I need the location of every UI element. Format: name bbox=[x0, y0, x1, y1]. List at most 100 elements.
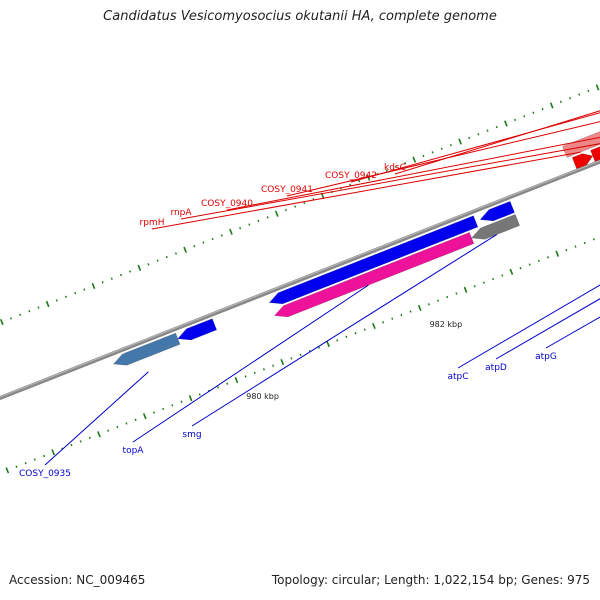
map-title: Candidatus Vesicomyosocius okutanii HA, … bbox=[103, 9, 497, 24]
inner-ring-minor-tick bbox=[299, 353, 302, 357]
outer-ring-minor-tick bbox=[486, 129, 489, 132]
callout-line bbox=[226, 136, 600, 211]
inner-ring-minor-tick bbox=[88, 436, 91, 440]
genome-summary: Topology: circular; Length: 1,022,154 bp… bbox=[271, 573, 590, 587]
outer-ring-minor-tick bbox=[440, 147, 443, 150]
outer-ring-minor-tick bbox=[559, 100, 562, 104]
backbone-line bbox=[0, 159, 600, 401]
callout-line bbox=[180, 143, 600, 220]
outer-ring-major-tick bbox=[458, 138, 462, 145]
inner-ring-minor-tick bbox=[492, 277, 495, 281]
outer-ring-minor-tick bbox=[358, 180, 361, 183]
inner-ring-major-tick bbox=[509, 268, 514, 275]
backbone-highlight bbox=[0, 160, 600, 398]
inner-ring-minor-tick bbox=[345, 335, 348, 338]
gene-arrow[interactable] bbox=[177, 318, 218, 341]
outer-ring-minor-tick bbox=[193, 245, 196, 248]
feature-label[interactable]: topA bbox=[123, 446, 145, 456]
feature-label[interactable]: atpC bbox=[447, 372, 468, 382]
inner-ring-major-tick bbox=[5, 467, 10, 474]
feature-label[interactable]: COSY_0941 bbox=[261, 185, 313, 195]
gene-arrow[interactable] bbox=[562, 129, 600, 158]
inner-ring-minor-tick bbox=[427, 303, 430, 306]
gene-arrow[interactable] bbox=[470, 214, 521, 240]
inner-ring-minor-tick bbox=[171, 404, 174, 407]
feature-track bbox=[113, 129, 600, 366]
outer-ring-major-tick bbox=[91, 282, 96, 290]
inner-ring-minor-tick bbox=[79, 440, 82, 443]
inner-ring-major-tick bbox=[188, 395, 193, 402]
feature-label[interactable]: atpD bbox=[485, 363, 507, 373]
inner-ring-minor-tick bbox=[565, 248, 568, 252]
gene-arrow[interactable] bbox=[273, 232, 475, 318]
outer-ring-minor-tick bbox=[64, 295, 68, 298]
feature-label[interactable]: COSY_0942 bbox=[325, 171, 377, 181]
callout-line bbox=[151, 151, 581, 230]
outer-ring-major-tick bbox=[595, 84, 600, 91]
feature-label[interactable]: kdsC bbox=[384, 163, 406, 173]
outer-ring-minor-tick bbox=[28, 310, 31, 313]
feature-label[interactable]: rnpA bbox=[170, 208, 192, 218]
outer-ring-major-tick bbox=[504, 120, 508, 127]
callout-line bbox=[191, 234, 497, 427]
outer-ring-minor-tick bbox=[9, 317, 13, 320]
feature-label[interactable]: smg bbox=[182, 430, 201, 440]
outer-ring-minor-tick bbox=[532, 111, 535, 114]
inner-ring-minor-tick bbox=[244, 375, 247, 378]
outer-ring-minor-tick bbox=[578, 93, 581, 96]
inner-ring-minor-tick bbox=[537, 259, 540, 263]
outer-ring-minor-tick bbox=[284, 208, 287, 212]
outer-tick-ring bbox=[0, 84, 600, 326]
callout-line bbox=[350, 112, 600, 183]
outer-ring-minor-tick bbox=[74, 291, 77, 295]
inner-ring-minor-tick bbox=[583, 241, 586, 245]
outer-ring-major-tick bbox=[229, 228, 233, 235]
outer-ring-minor-tick bbox=[220, 234, 223, 237]
inner-ring-minor-tick bbox=[107, 429, 110, 432]
inner-ring-minor-tick bbox=[70, 443, 73, 447]
inner-ring-minor-tick bbox=[382, 321, 385, 324]
outer-ring-minor-tick bbox=[202, 241, 205, 244]
outer-ring-minor-tick bbox=[119, 273, 122, 277]
inner-ring-minor-tick bbox=[592, 238, 595, 241]
inner-ring-minor-tick bbox=[473, 285, 476, 288]
gene-arrow[interactable] bbox=[590, 142, 600, 162]
outer-ring-minor-tick bbox=[394, 165, 397, 168]
outer-ring-minor-tick bbox=[129, 270, 132, 273]
inner-ring-minor-tick bbox=[354, 331, 357, 335]
feature-label[interactable]: atpG bbox=[535, 352, 557, 362]
inner-ring-minor-tick bbox=[217, 386, 220, 389]
feature-label[interactable]: COSY_0935 bbox=[19, 469, 71, 479]
inner-ring-minor-tick bbox=[290, 357, 293, 360]
gene-arrow[interactable] bbox=[479, 200, 515, 222]
inner-ring-minor-tick bbox=[446, 295, 449, 299]
inner-ring-minor-tick bbox=[409, 310, 412, 313]
feature-label[interactable]: COSY_0940 bbox=[201, 199, 253, 209]
outer-ring-minor-tick bbox=[211, 237, 214, 241]
outer-ring-minor-tick bbox=[523, 115, 526, 118]
inner-ring-minor-tick bbox=[455, 292, 458, 295]
outer-ring-minor-tick bbox=[294, 205, 297, 208]
inner-ring-minor-tick bbox=[547, 256, 550, 259]
outer-ring-major-tick bbox=[274, 210, 279, 217]
inner-ring-major-tick bbox=[51, 449, 55, 456]
outer-ring-minor-tick bbox=[248, 223, 251, 226]
feature-label[interactable]: rpmH bbox=[140, 218, 165, 228]
outer-ring-major-tick bbox=[412, 156, 417, 163]
outer-ring-minor-tick bbox=[477, 133, 480, 136]
inner-ring-minor-tick bbox=[253, 371, 256, 375]
outer-ring-minor-tick bbox=[266, 216, 269, 219]
gene-arrow[interactable] bbox=[571, 153, 594, 170]
inner-ring-minor-tick bbox=[152, 411, 155, 414]
gene-arrow[interactable] bbox=[268, 215, 479, 305]
inner-ring-minor-tick bbox=[519, 267, 522, 270]
inner-ring-minor-tick bbox=[33, 458, 36, 461]
inner-ring-major-tick bbox=[417, 304, 422, 311]
inner-ring-minor-tick bbox=[528, 263, 531, 266]
outer-ring-minor-tick bbox=[449, 143, 452, 147]
inner-tick-ring bbox=[5, 238, 595, 474]
inner-ring-minor-tick bbox=[400, 313, 403, 317]
inner-ring-minor-tick bbox=[226, 382, 229, 385]
genome-backbone bbox=[0, 159, 600, 401]
